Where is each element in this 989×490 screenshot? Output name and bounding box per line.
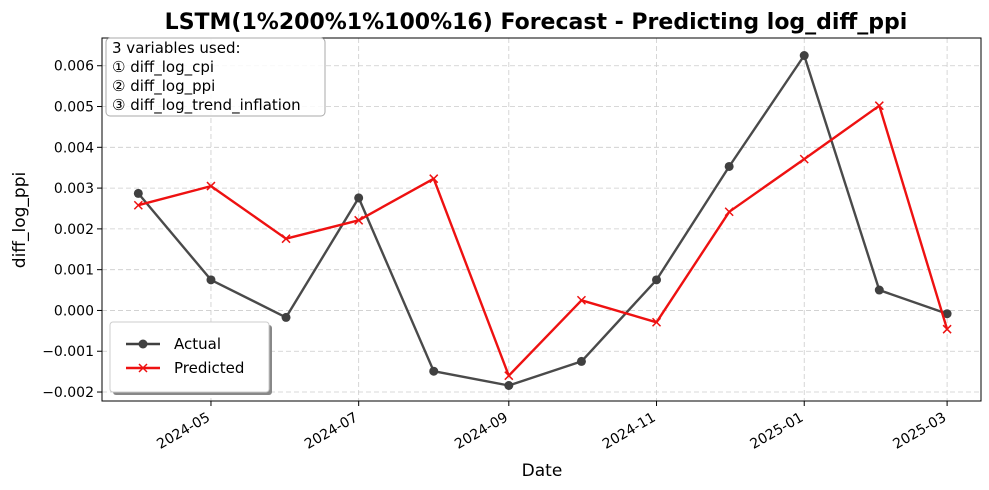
plot-series [133, 51, 952, 391]
actual-point [724, 161, 734, 171]
predicted-point [133, 200, 143, 210]
actual-point [652, 275, 662, 285]
legend-box [109, 321, 270, 393]
actual-point [576, 356, 586, 366]
legend: Actual Predicted [109, 321, 272, 395]
actual-series-line [137, 54, 948, 387]
y-tick-label: 0.005 [54, 100, 94, 116]
y-tick-label: 0.003 [54, 181, 94, 197]
actual-point [504, 381, 514, 391]
variables-annotation: 3 variables used: ① diff_log_cpi ② diff_… [105, 37, 326, 117]
y-tick-label: 0.001 [54, 263, 94, 279]
y-axis-ticks: 0.006 0.005 0.004 0.003 0.002 0.001 0.000 −0.00… [42, 59, 102, 401]
x-tick-label: 2024-11 [600, 410, 659, 453]
predicted-point [354, 215, 364, 225]
x-tick-label: 2024-05 [154, 410, 213, 453]
actual-point [942, 309, 952, 319]
actual-point [874, 285, 884, 295]
y-tick-label: 0.004 [54, 140, 94, 156]
legend-actual-marker [138, 339, 148, 349]
x-tick-label: 2025-01 [748, 410, 807, 453]
legend-actual-label: Actual [174, 335, 221, 353]
annotation-line-1: 3 variables used: [112, 39, 241, 57]
y-tick-label: −0.002 [42, 385, 94, 401]
y-tick-label: 0.000 [54, 303, 94, 319]
legend-predicted-marker [138, 363, 148, 373]
x-tick-label: 2024-09 [452, 410, 511, 453]
actual-point [206, 275, 216, 285]
annotation-box [105, 37, 326, 117]
predicted-point [799, 154, 809, 164]
legend-predicted-label: Predicted [174, 359, 244, 377]
predicted-point [504, 371, 514, 381]
actual-point [281, 312, 291, 322]
predicted-point [724, 207, 734, 217]
predicted-point [874, 101, 884, 111]
actual-point [133, 188, 143, 198]
actual-point [429, 366, 439, 376]
plot-frame [101, 37, 982, 402]
predicted-point [206, 181, 216, 191]
predicted-point [281, 234, 291, 244]
annotation-line-4: ③ diff_log_trend_inflation [112, 96, 301, 115]
x-axis-label: Date [522, 461, 563, 481]
predicted-point [429, 174, 439, 184]
predicted-point [576, 295, 586, 305]
y-tick-label: 0.006 [54, 59, 94, 75]
predicted-point [942, 324, 952, 334]
x-axis-ticks: 2024-05 2024-07 2024-09 2024-11 2025-01 2025-… [154, 401, 949, 453]
predicted-point [651, 317, 662, 327]
annotation-line-2: ① diff_log_cpi [112, 58, 214, 77]
y-tick-label: 0.002 [54, 222, 94, 238]
x-tick-label: 2024-07 [302, 410, 361, 453]
chart-title: LSTM(1%200%1%100%16) Forecast - Predicti… [165, 10, 908, 35]
actual-point [799, 51, 809, 61]
predicted-series-line [137, 104, 949, 377]
x-tick-label: 2025-03 [890, 410, 949, 453]
actual-point [354, 193, 364, 203]
y-axis-label: diff_log_ppi [10, 172, 30, 268]
annotation-line-3: ② diff_log_ppi [112, 77, 215, 96]
y-tick-label: −0.001 [42, 344, 94, 360]
